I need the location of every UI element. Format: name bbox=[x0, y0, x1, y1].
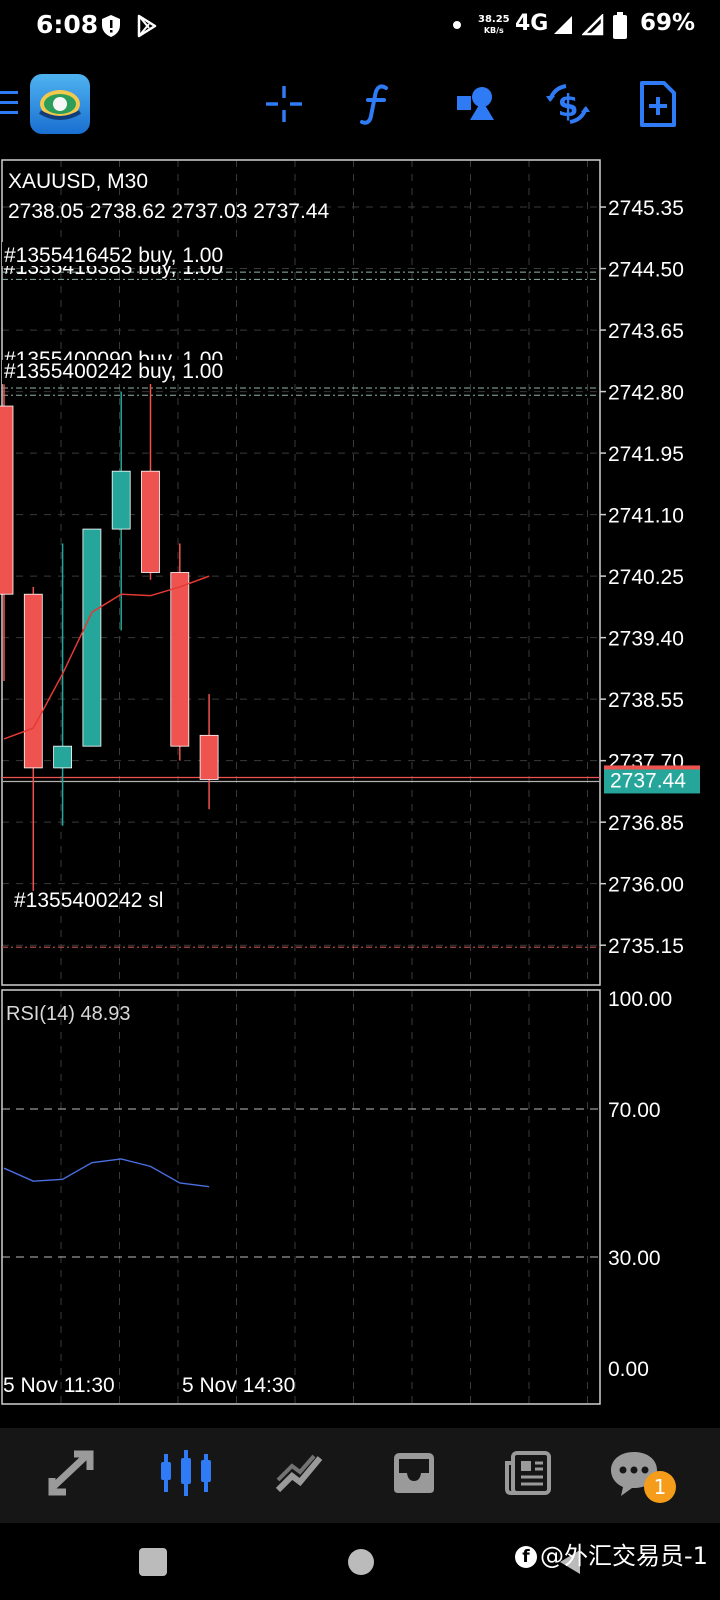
nav-trade[interactable] bbox=[260, 1438, 340, 1508]
bottom-nav bbox=[0, 1428, 720, 1523]
nav-quotes[interactable] bbox=[32, 1438, 112, 1508]
candle-bear bbox=[170, 572, 190, 747]
current-price-label: 2737.44 bbox=[610, 769, 686, 792]
ohlc-label: 2738.05 2738.62 2737.03 2737.44 bbox=[8, 200, 329, 223]
price-axis-label: 2738.55 bbox=[608, 689, 684, 712]
menu-icon[interactable] bbox=[0, 88, 20, 118]
candle-bear bbox=[23, 593, 43, 769]
rsi-indicator: 100.00 70.00 30.00 0.00 bbox=[2, 988, 672, 1381]
rsi-label: RSI(14) 48.93 bbox=[6, 1003, 131, 1025]
rsi-axis-label: 100.00 bbox=[608, 988, 672, 1011]
inbox-icon bbox=[394, 1453, 434, 1493]
candle-bull bbox=[82, 528, 102, 747]
candle-bear bbox=[141, 470, 160, 573]
rsi-line bbox=[3, 1158, 210, 1188]
crosshair-icon bbox=[266, 86, 302, 122]
back-icon[interactable] bbox=[556, 1547, 584, 1577]
battery-icon bbox=[613, 12, 627, 39]
time-axis: 5 Nov 11:30 5 Nov 14:30 bbox=[3, 1374, 295, 1397]
candles bbox=[0, 380, 219, 891]
candle-bear bbox=[0, 405, 14, 595]
dollar-cycle-icon: $ bbox=[546, 84, 590, 124]
messages-badge: 1 bbox=[644, 1471, 676, 1503]
label-mask bbox=[2, 360, 252, 384]
status-time: 6:08 bbox=[36, 10, 99, 39]
order-label-3[interactable]: #1355400242 buy, 1.00 bbox=[4, 360, 223, 383]
crosshair-button[interactable] bbox=[256, 76, 312, 132]
watermark: f @外汇交易员-1 bbox=[515, 1536, 708, 1571]
new-document-icon bbox=[640, 81, 676, 127]
nav-history[interactable] bbox=[374, 1438, 454, 1508]
facebook-icon: f bbox=[515, 1546, 537, 1568]
price-axis-label: 2741.10 bbox=[608, 505, 684, 528]
rsi-axis-label: 30.00 bbox=[608, 1247, 661, 1270]
function-icon bbox=[360, 84, 388, 125]
shield-icon bbox=[102, 15, 120, 37]
chart-icon bbox=[161, 1450, 211, 1496]
symbol-label: XAUUSD, M30 bbox=[8, 170, 148, 193]
candle-bear bbox=[199, 734, 219, 780]
chart-area[interactable]: XAUUSD, M30 2738.05 2738.62 2737.03 2737… bbox=[0, 150, 720, 1420]
current-price-tag bbox=[604, 765, 700, 794]
signal-icon bbox=[554, 16, 572, 34]
price-axis-label: 2735.15 bbox=[608, 935, 684, 958]
rsi-axis-label: 70.00 bbox=[608, 1099, 661, 1122]
network-speed: 38.25 KB/s bbox=[478, 14, 510, 36]
network-type: 4G bbox=[515, 11, 549, 36]
toolbar: $ bbox=[0, 62, 720, 144]
battery-percentage: 69% bbox=[640, 10, 696, 36]
objects-button[interactable] bbox=[448, 76, 504, 132]
status-bar: 6:08 38.25 KB/s 4G 69% bbox=[0, 0, 720, 54]
rsi-chart-frame bbox=[1, 989, 601, 1405]
order-label-0[interactable]: #1355416452 buy, 1.00 bbox=[4, 244, 223, 267]
news-icon bbox=[505, 1451, 551, 1495]
price-axis-label: 2740.25 bbox=[608, 566, 684, 589]
indicators-button[interactable] bbox=[348, 76, 404, 132]
price-axis-label: 2743.65 bbox=[608, 320, 684, 343]
price-axis-label: 2736.00 bbox=[608, 874, 684, 897]
dot-icon bbox=[453, 21, 461, 29]
current-price-tag-accent bbox=[604, 765, 700, 770]
label-mask bbox=[2, 242, 252, 266]
time-label-0: 5 Nov 11:30 bbox=[3, 1374, 115, 1397]
price-axis-label: 2742.80 bbox=[608, 382, 684, 405]
nav-news[interactable] bbox=[488, 1438, 568, 1508]
price-axis-label: 2741.95 bbox=[608, 443, 684, 466]
rsi-axis-label: 0.00 bbox=[608, 1358, 649, 1381]
network-speed-value: 38.25 bbox=[478, 14, 510, 25]
shapes-icon bbox=[457, 87, 494, 120]
history-icon bbox=[275, 1454, 323, 1493]
system-nav-bar bbox=[0, 1523, 720, 1600]
price-axis-label: 2744.50 bbox=[608, 259, 684, 282]
recents-button[interactable] bbox=[139, 1548, 167, 1576]
home-button[interactable] bbox=[348, 1549, 374, 1575]
candle-bull bbox=[111, 470, 131, 530]
signal-icon bbox=[582, 14, 604, 36]
trade-icon bbox=[48, 1450, 94, 1496]
nav-chart[interactable] bbox=[146, 1438, 226, 1508]
app-logo-icon[interactable] bbox=[30, 74, 90, 134]
price-axis: 2745.35 2744.50 2743.65 2742.80 2741.95 2741.… bbox=[600, 197, 700, 958]
time-label-1: 5 Nov 14:30 bbox=[182, 1374, 295, 1397]
price-axis-label: 2745.35 bbox=[608, 197, 684, 220]
svg-text:$: $ bbox=[558, 89, 579, 124]
price-axis-label: 2739.40 bbox=[608, 628, 684, 651]
network-speed-unit: KB/s bbox=[483, 26, 504, 35]
stop-loss-label[interactable]: #1355400242 sl bbox=[14, 889, 163, 912]
new-order-button[interactable] bbox=[630, 76, 686, 132]
order-levels bbox=[2, 271, 600, 948]
trade-button[interactable]: $ bbox=[540, 76, 596, 132]
price-axis-label: 2736.85 bbox=[608, 812, 684, 835]
watermark-text: @外汇交易员-1 bbox=[540, 1542, 708, 1570]
moving-average-line bbox=[3, 575, 210, 740]
play-store-icon bbox=[137, 14, 157, 38]
candle-bull bbox=[53, 745, 72, 769]
chart-grid bbox=[2, 160, 600, 1404]
